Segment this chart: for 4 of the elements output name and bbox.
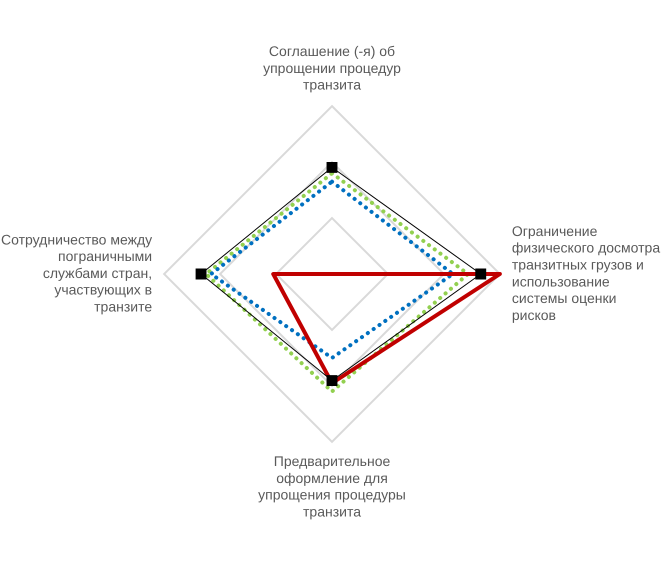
spoke-label: Предварительное оформление для упрощения процедуры транзита <box>258 453 406 520</box>
spoke-label: Сотрудничество между пограничными службами стран, участвующих в транзите <box>0 231 152 314</box>
spoke-label: Ограничение физического досмотра транзитных грузов и использование системы оценки рисков <box>512 222 660 323</box>
spoke-label: Соглашение (-я) об упрощении процедур транзита <box>263 42 402 93</box>
